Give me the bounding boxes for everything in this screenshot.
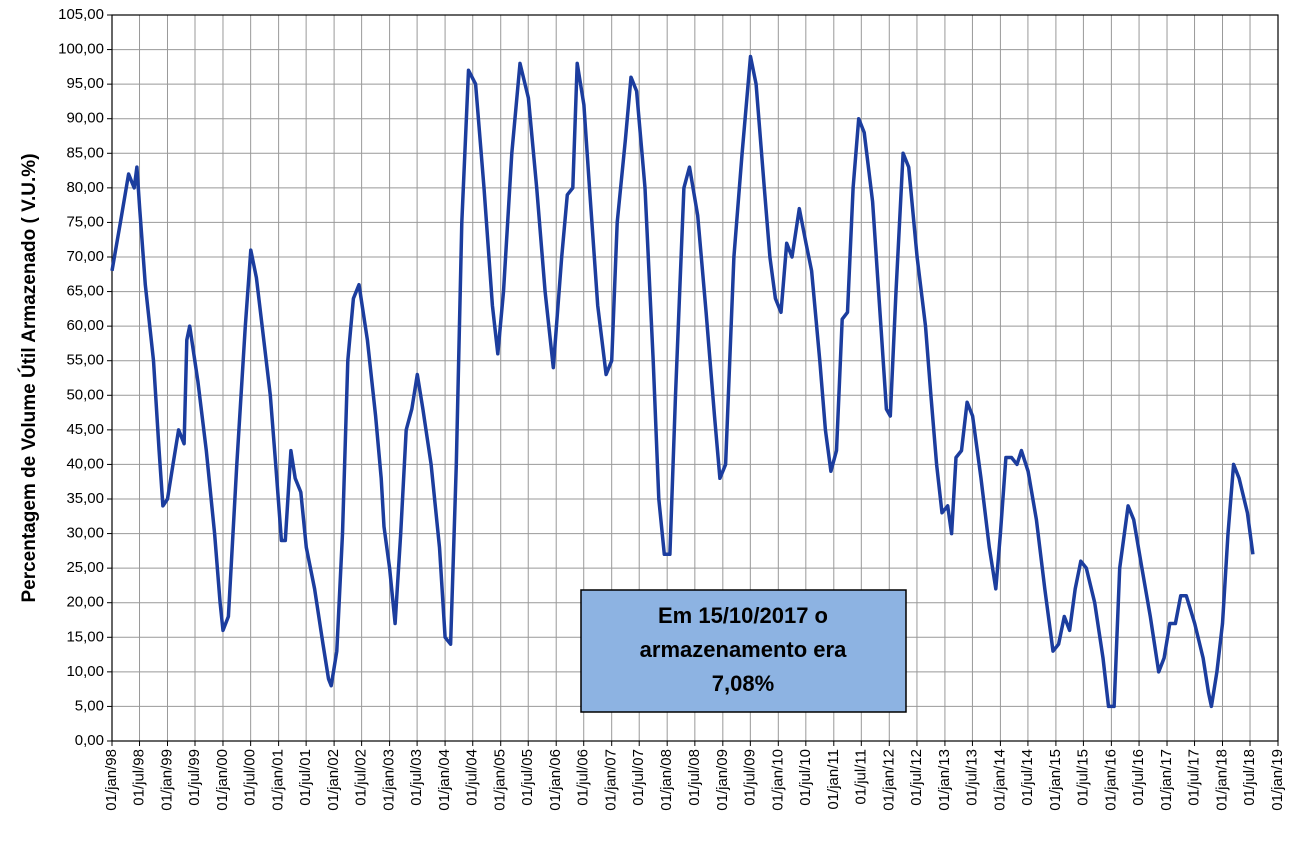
y-tick-label: 5,00	[75, 697, 104, 714]
y-tick-label: 10,00	[66, 663, 104, 680]
x-tick-label: 01/jan/15	[1047, 749, 1064, 811]
x-tick-label: 01/jul/13	[963, 749, 980, 806]
x-tick-label: 01/jul/12	[908, 749, 925, 806]
x-tick-label: 01/jan/98	[103, 749, 120, 811]
y-tick-label: 45,00	[66, 421, 104, 438]
x-tick-label: 01/jul/01	[297, 749, 314, 806]
y-tick-label: 95,00	[66, 75, 104, 92]
x-tick-label: 01/jul/06	[575, 749, 592, 806]
x-tick-label: 01/jul/00	[242, 749, 259, 806]
y-tick-label: 25,00	[66, 559, 104, 576]
y-tick-label: 15,00	[66, 628, 104, 645]
plot-border	[111, 14, 1279, 742]
y-axis-label: Percentagem de Volume Útil Armazenado ( …	[18, 153, 40, 602]
x-tick-label: 01/jul/16	[1130, 749, 1147, 806]
x-tick-label: 01/jan/12	[880, 749, 897, 811]
y-tick-label: 85,00	[66, 144, 104, 161]
y-tick-label: 65,00	[66, 283, 104, 300]
x-tick-label: 01/jul/18	[1241, 749, 1258, 806]
x-tick-label: 01/jan/17	[1158, 749, 1175, 811]
annotation-text: 7,08%	[712, 671, 774, 696]
x-tick-label: 01/jul/10	[797, 749, 814, 806]
x-tick-label: 01/jul/09	[741, 749, 758, 806]
y-tick-label: 100,00	[58, 41, 104, 58]
y-tick-label: 0,00	[75, 732, 104, 749]
x-tick-label: 01/jan/03	[381, 749, 398, 811]
y-tick-label: 55,00	[66, 352, 104, 369]
y-tick-label: 70,00	[66, 248, 104, 265]
y-tick-label: 75,00	[66, 213, 104, 230]
x-tick-label: 01/jul/17	[1186, 749, 1203, 806]
y-tick-label: 20,00	[66, 594, 104, 611]
x-tick-label: 01/jan/00	[214, 749, 231, 811]
x-tick-label: 01/jan/16	[1102, 749, 1119, 811]
x-tick-label: 01/jan/09	[714, 749, 731, 811]
x-tick-label: 01/jan/19	[1269, 749, 1286, 811]
x-tick-label: 01/jul/14	[1019, 749, 1036, 806]
x-tick-label: 01/jul/99	[186, 749, 203, 806]
x-tick-label: 01/jan/18	[1213, 749, 1230, 811]
y-tick-label: 60,00	[66, 317, 104, 334]
annotation-text: Em 15/10/2017 o	[658, 603, 828, 628]
x-tick-label: 01/jan/04	[436, 749, 453, 811]
x-tick-label: 01/jan/13	[936, 749, 953, 811]
x-tick-label: 01/jul/08	[686, 749, 703, 806]
x-tick-label: 01/jan/14	[991, 749, 1008, 811]
y-tick-label: 50,00	[66, 386, 104, 403]
x-tick-label: 01/jul/04	[464, 749, 481, 806]
y-tick-label: 30,00	[66, 525, 104, 542]
x-tick-label: 01/jan/99	[158, 749, 175, 811]
x-tick-label: 01/jul/07	[630, 749, 647, 806]
x-tick-label: 01/jan/05	[492, 749, 509, 811]
x-tick-label: 01/jul/11	[852, 749, 869, 805]
y-tick-label: 80,00	[66, 179, 104, 196]
annotation-text: armazenamento era	[640, 637, 847, 662]
y-tick-label: 105,00	[58, 6, 104, 23]
x-tick-label: 01/jul/98	[130, 749, 147, 806]
x-tick-label: 01/jul/02	[353, 749, 370, 806]
x-tick-label: 01/jan/08	[658, 749, 675, 811]
data-line	[110, 54, 1255, 709]
x-tick-label: 01/jul/03	[408, 749, 425, 806]
x-tick-label: 01/jan/02	[325, 749, 342, 811]
y-tick-label: 35,00	[66, 490, 104, 507]
annotation-box	[580, 589, 907, 713]
x-tick-label: 01/jan/10	[769, 749, 786, 811]
y-tick-label: 40,00	[66, 455, 104, 472]
x-tick-label: 01/jan/07	[603, 749, 620, 811]
x-tick-label: 01/jan/06	[547, 749, 564, 811]
x-tick-label: 01/jul/15	[1074, 749, 1091, 806]
x-tick-label: 01/jan/01	[270, 749, 287, 811]
x-tick-label: 01/jul/05	[519, 749, 536, 806]
y-tick-label: 90,00	[66, 110, 104, 127]
x-tick-label: 01/jan/11	[825, 749, 842, 810]
